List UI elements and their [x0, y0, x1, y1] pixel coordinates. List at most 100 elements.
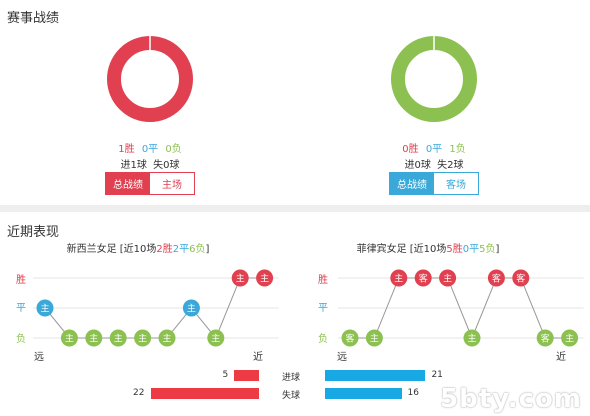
right-goal-value: 16: [407, 388, 419, 398]
right-form-title: 菲律宾女足 [近10场5胜0平5负]: [318, 240, 538, 255]
match-record-title: 赛事战绩: [7, 11, 60, 26]
left-record-donut: [107, 36, 193, 122]
right-venue-label: 主: [443, 273, 452, 285]
right-far-label: 远: [337, 352, 347, 363]
right-venue-label: 主: [394, 273, 403, 285]
right-result-marker: [561, 329, 579, 347]
right-result-marker: [463, 329, 481, 347]
right-win-count: 0胜: [402, 144, 419, 155]
right-y-label-draw: 平: [318, 303, 328, 314]
left-team-prefix: 新西兰女足 [近10场: [66, 244, 157, 255]
recent-form-title: 近期表现: [7, 225, 60, 240]
left-goal-value: 22: [133, 388, 145, 398]
left-form-draws: 2平: [172, 244, 190, 255]
right-venue-label: 主: [467, 333, 476, 345]
left-y-label-loss: 负: [16, 334, 26, 345]
left-donut-win-slice: [107, 36, 193, 122]
right-venue-label: 客: [516, 273, 525, 285]
right-form-line: [350, 277, 570, 340]
right-y-label-loss: 负: [318, 334, 328, 345]
left-form-losses: 6负: [189, 244, 206, 255]
right-near-label: 近: [556, 352, 566, 363]
left-venue-label: 主: [162, 333, 171, 345]
right-form-wins: 5胜: [446, 244, 463, 255]
right-venue-label: 主: [565, 333, 574, 345]
right-result-marker: [365, 329, 383, 347]
right-loss-count: 1负: [449, 144, 466, 155]
left-result-marker: [60, 329, 78, 347]
left-venue-label: 主: [260, 273, 269, 285]
recent-form-panel: 近期表现 新西兰女足 [近10场2胜2平6负] 菲律宾女足 [近10场5胜0平5…: [0, 212, 590, 416]
left-record-summary: 1胜 0平 0负: [90, 140, 210, 155]
right-team-prefix: 菲律宾女足 [近10场: [356, 244, 447, 255]
left-venue-label: 主: [187, 303, 196, 315]
right-goal-bar: [325, 370, 426, 381]
left-venue-label: 主: [89, 333, 98, 345]
left-result-marker: [256, 269, 274, 287]
left-venue-label: 主: [65, 333, 74, 345]
left-result-marker: [182, 299, 200, 317]
left-draw-count: 0平: [141, 144, 159, 155]
right-result-marker: [512, 269, 530, 287]
right-venue-label: 客: [492, 273, 501, 285]
left-result-marker: [134, 329, 152, 347]
right-result-marker: [536, 329, 554, 347]
right-goal-value: 21: [431, 370, 443, 380]
right-venue-label: 客: [419, 273, 428, 285]
left-overall-button[interactable]: 总战绩: [106, 173, 150, 194]
right-away-button[interactable]: 客场: [434, 173, 478, 194]
right-record-summary: 0胜 0平 1负: [374, 140, 494, 155]
goals-conceded-label: 失球: [282, 391, 301, 401]
right-result-marker: [341, 329, 359, 347]
right-venue-label: 客: [345, 333, 354, 345]
left-venue-label: 主: [114, 333, 123, 345]
form-line-charts: 主主主主主主主主主主 客主主客主主客 客客主: [33, 269, 584, 347]
left-goal-bar: [234, 370, 259, 381]
left-form-wins: 2胜: [156, 244, 173, 255]
right-filter-group: 总战绩 客场: [389, 172, 479, 195]
right-venue-label: 客: [541, 333, 550, 345]
left-venue-label: 主: [211, 333, 220, 345]
right-goal-bar: [325, 388, 402, 399]
left-venue-label: 主: [40, 303, 49, 315]
left-result-marker: [158, 329, 176, 347]
left-form-title: 新西兰女足 [近10场2胜2平6负]: [28, 240, 248, 255]
left-near-label: 近: [253, 352, 263, 363]
left-result-marker: [85, 329, 103, 347]
right-record-donut: [391, 36, 477, 122]
right-donut-loss-slice: [391, 36, 477, 122]
right-form-suffix: ]: [495, 244, 500, 255]
left-form-suffix: ]: [205, 244, 210, 255]
right-result-marker: [487, 269, 505, 287]
watermark-text: 5bty.com: [440, 384, 582, 414]
right-form-losses: 5负: [479, 244, 496, 255]
left-result-marker: [36, 299, 54, 317]
goals-scored-label: 进球: [282, 373, 301, 383]
left-loss-count: 0负: [165, 144, 182, 155]
left-form-line: [44, 277, 265, 339]
right-result-marker: [414, 269, 432, 287]
left-home-button[interactable]: 主场: [150, 173, 194, 194]
left-result-marker: [231, 269, 249, 287]
right-result-marker: [390, 269, 408, 287]
left-goal-bar: [151, 388, 259, 399]
right-y-label-win: 胜: [318, 275, 328, 286]
left-venue-label: 主: [138, 333, 147, 345]
right-result-marker: [439, 269, 457, 287]
left-goal-value: 5: [222, 370, 229, 380]
left-filter-group: 总战绩 主场: [105, 172, 195, 195]
left-y-label-draw: 平: [16, 303, 26, 314]
left-result-marker: [109, 329, 127, 347]
right-draw-count: 0平: [425, 144, 443, 155]
match-record-panel: 赛事战绩 1胜 0平 0负 进1球 失0球 总战绩 主场 0胜 0平 1负 进0…: [0, 0, 590, 205]
left-y-label-win: 胜: [16, 275, 26, 286]
left-goals-summary: 进1球 失0球: [120, 160, 180, 171]
left-win-count: 1胜: [118, 144, 135, 155]
left-far-label: 远: [34, 352, 44, 363]
right-form-draws: 0平: [462, 244, 480, 255]
left-venue-label: 主: [236, 273, 245, 285]
right-venue-label: 主: [370, 333, 379, 345]
right-goals-summary: 进0球 失2球: [404, 160, 464, 171]
left-result-marker: [207, 329, 225, 347]
right-overall-button[interactable]: 总战绩: [390, 173, 434, 194]
